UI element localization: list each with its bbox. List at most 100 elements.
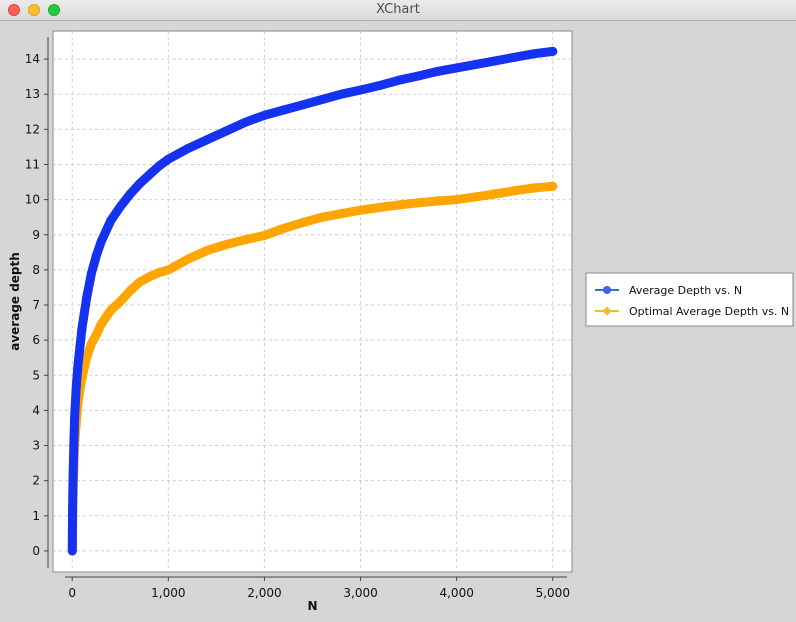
data-point [70,412,80,422]
data-point [240,117,250,127]
x-axis-title: N [307,599,317,613]
data-point [471,59,481,69]
y-tick-label: 6 [32,333,40,347]
data-point [124,285,135,296]
grid [53,31,572,572]
x-tick-label: 1,000 [151,586,185,600]
y-tick-label: 14 [25,52,40,66]
data-point [470,191,481,202]
data-point [548,46,558,56]
data-point [201,245,212,256]
data-point [278,223,289,234]
data-point [77,325,87,335]
y-tick-label: 12 [25,122,40,136]
legend-item: Average Depth vs. N [595,284,742,297]
data-point [86,338,97,349]
x-tick-label: 2,000 [247,586,281,600]
data-point [279,105,289,115]
legend-label: Optimal Average Depth vs. N [629,305,789,318]
data-point [221,126,231,136]
data-point [413,71,423,81]
zoom-window-button[interactable] [48,4,60,16]
data-point [115,296,126,307]
legend: Average Depth vs. N Optimal Average Depth… [585,272,794,327]
y-tick-label: 5 [32,368,40,382]
x-tick-label: 0 [68,586,76,600]
data-point [82,293,92,303]
legend-label: Average Depth vs. N [629,284,742,297]
legend-item: Optimal Average Depth vs. N [595,305,789,318]
title-bar: XChart [0,0,796,21]
data-point [547,181,558,192]
data-point [182,254,193,265]
data-point [394,199,404,210]
plot-background [52,30,573,573]
y-tick-label: 8 [32,263,40,277]
data-point [163,154,173,164]
plot-area [52,30,573,573]
data-point [115,202,125,212]
series-layer [67,46,558,556]
data-point [490,56,500,66]
y-axis-title: average depth [8,252,22,351]
close-window-button[interactable] [8,4,20,16]
data-point [297,217,308,228]
data-point [432,196,443,207]
series-average-depth [67,46,558,556]
data-point [451,194,462,205]
minimize-window-button[interactable] [28,4,40,16]
data-point [490,189,501,200]
data-point [71,384,81,394]
data-point [68,504,78,514]
y-tick-label: 4 [32,403,40,417]
legend-box [585,272,794,327]
data-point [528,183,539,194]
data-point [356,85,366,95]
data-point [106,216,116,226]
y-tick-label: 9 [32,228,40,242]
data-point [452,63,462,73]
y-tick-label: 10 [25,193,40,207]
data-point [509,185,520,196]
data-point [298,100,308,110]
data-point [432,66,442,76]
x-tick-label: 4,000 [439,586,473,600]
x-tick-label: 5,000 [536,586,570,600]
data-point [259,110,269,120]
data-point [135,179,144,189]
data-point [509,52,519,62]
chart: 0 1,000 2,000 3,000 4,000 5,00001234567891011… [8,30,794,613]
data-point [144,271,155,282]
data-point [355,205,366,216]
window-title: XChart [376,2,420,17]
data-point [183,144,193,154]
data-point [73,360,83,370]
data-point [134,277,145,288]
data-point [75,342,85,352]
data-point [336,208,347,219]
data-point [68,476,78,486]
x-tick-label: 3,000 [343,586,377,600]
data-point [375,80,385,90]
data-point [86,268,96,278]
data-point [153,267,164,278]
y-tick-label: 13 [25,87,40,101]
y-tick-label: 7 [32,298,40,312]
data-point [144,170,154,180]
axes: 0 1,000 2,000 3,000 4,000 5,00001234567891011… [25,37,570,600]
data-point [394,75,404,85]
data-point [163,264,174,275]
data-point [91,329,102,340]
data-point [336,89,346,99]
data-point [413,197,424,208]
data-point [67,528,77,538]
legend-swatch-marker [602,306,612,316]
data-point [317,212,328,223]
legend-swatch-marker [603,286,611,294]
data-point [125,189,135,199]
data-point [91,251,101,261]
data-point [317,95,327,105]
data-point [529,49,539,59]
data-point [154,161,164,171]
data-point [96,319,107,330]
